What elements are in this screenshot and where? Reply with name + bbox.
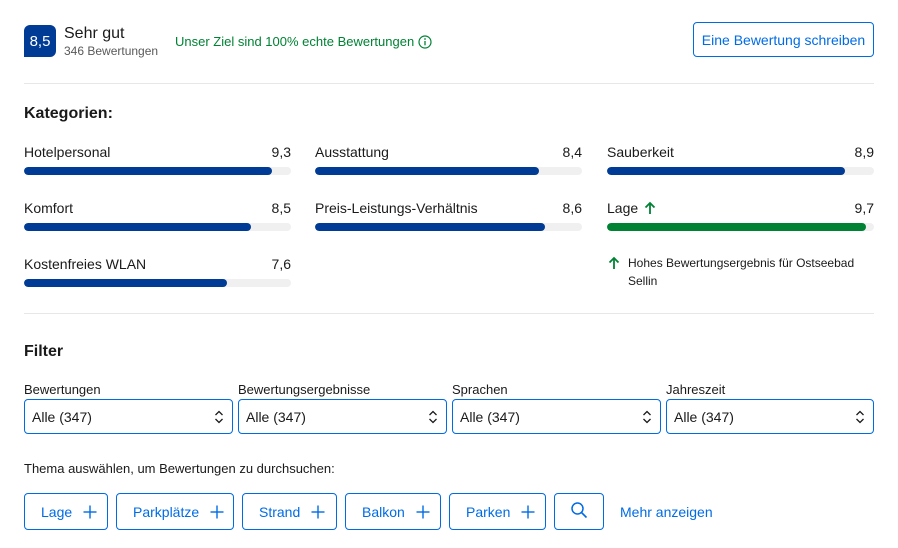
category-hotelpersonal: Hotelpersonal 9,3 — [24, 143, 291, 175]
category-score: 7,6 — [271, 256, 291, 272]
topic-label: Lage — [41, 503, 73, 520]
write-review-button[interactable]: Eine Bewertung schreiben — [693, 22, 874, 57]
plus-icon — [521, 505, 535, 519]
category-label: Sauberkeit — [607, 144, 674, 160]
category-bar — [315, 223, 582, 231]
category-label-wrap: Lage — [607, 200, 657, 216]
chevron-up-down-icon — [855, 410, 865, 424]
filter-label: Bewertungen — [24, 382, 101, 397]
topic-label: Strand — [259, 503, 301, 520]
category-bar-fill — [607, 223, 866, 231]
filter-review-scores: Bewertungsergebnisse Alle (347) — [238, 382, 447, 434]
category-bar-fill — [607, 167, 845, 175]
languages-select[interactable]: Alle (347) — [452, 399, 661, 434]
topic-chip-lage[interactable]: Lage — [24, 493, 108, 530]
review-scores-select[interactable]: Alle (347) — [238, 399, 447, 434]
topic-search-button[interactable] — [554, 493, 604, 530]
filter-label: Sprachen — [452, 382, 508, 397]
category-score: 8,5 — [271, 200, 291, 216]
filter-reviewers: Bewertungen Alle (347) — [24, 382, 233, 434]
category-label: Hotelpersonal — [24, 144, 111, 160]
topic-chip-balkon[interactable]: Balkon — [345, 493, 441, 530]
category-bar — [24, 223, 291, 231]
category-score: 8,9 — [854, 144, 874, 160]
topic-chip-parkplaetze[interactable]: Parkplätze — [116, 493, 234, 530]
category-bar-fill — [315, 223, 545, 231]
review-score-badge: 8,5 — [24, 25, 56, 57]
info-icon[interactable] — [418, 34, 432, 49]
select-value: Alle (347) — [674, 408, 734, 425]
score-word: Sehr gut — [64, 25, 125, 42]
category-label: Lage — [607, 200, 639, 216]
topic-chip-parken[interactable]: Parken — [449, 493, 546, 530]
filter-languages: Sprachen Alle (347) — [452, 382, 661, 434]
search-icon — [570, 501, 588, 522]
category-ausstattung: Ausstattung 8,4 — [315, 143, 582, 175]
review-score: 8,5 — [29, 32, 51, 50]
divider — [24, 83, 874, 84]
high-score-note: Hohes Bewertungsergebnis für Ostseebad S… — [607, 254, 867, 290]
category-bar — [607, 167, 874, 175]
category-bar-fill — [24, 167, 273, 175]
arrow-up-icon — [607, 256, 621, 270]
chevron-up-down-icon — [428, 410, 438, 424]
category-bar — [24, 167, 291, 175]
category-bar-fill — [24, 223, 251, 231]
category-bar — [24, 279, 291, 287]
category-sauberkeit: Sauberkeit 8,9 — [607, 143, 874, 175]
filter-title: Filter — [24, 343, 64, 360]
select-value: Alle (347) — [460, 408, 520, 425]
category-label: Preis-Leistungs-Verhältnis — [315, 200, 478, 216]
category-bar-fill — [315, 167, 540, 175]
plus-icon — [311, 505, 325, 519]
divider — [24, 313, 874, 314]
categories-title: Kategorien: — [24, 105, 113, 122]
category-score: 9,3 — [271, 144, 291, 160]
arrow-up-icon — [643, 201, 657, 215]
select-value: Alle (347) — [32, 408, 92, 425]
topic-chips: Lage Parkplätze Strand Balkon Parken Meh… — [24, 493, 713, 530]
topic-label: Parken — [466, 503, 511, 520]
select-value: Alle (347) — [246, 408, 306, 425]
category-bar — [607, 223, 874, 231]
chevron-up-down-icon — [642, 410, 652, 424]
category-score: 8,6 — [562, 200, 582, 216]
category-bar — [315, 167, 582, 175]
category-score: 8,4 — [562, 144, 582, 160]
plus-icon — [83, 505, 97, 519]
plus-icon — [416, 505, 430, 519]
category-label: Kostenfreies WLAN — [24, 256, 147, 272]
high-score-text: Hohes Bewertungsergebnis für Ostseebad S… — [628, 256, 855, 288]
category-label: Komfort — [24, 200, 74, 216]
plus-icon — [210, 505, 224, 519]
filter-label: Bewertungsergebnisse — [238, 382, 371, 397]
category-lage: Lage 9,7 — [607, 199, 874, 231]
review-count: 346 Bewertungen — [64, 44, 159, 58]
authentic-reviews-goal[interactable]: Unser Ziel sind 100% echte Bewertungen — [175, 34, 432, 49]
category-preis-leistung: Preis-Leistungs-Verhältnis 8,6 — [315, 199, 582, 231]
category-bar-fill — [24, 279, 227, 287]
category-score: 9,7 — [854, 200, 874, 216]
category-kostenfreies-wlan: Kostenfreies WLAN 7,6 — [24, 255, 291, 287]
topic-label: Balkon — [362, 503, 405, 520]
filter-label: Jahreszeit — [666, 382, 726, 397]
topic-hint: Thema auswählen, um Bewertungen zu durch… — [24, 461, 335, 476]
show-more-link[interactable]: Mehr anzeigen — [620, 503, 713, 520]
category-label: Ausstattung — [315, 144, 389, 160]
reviewers-select[interactable]: Alle (347) — [24, 399, 233, 434]
goal-text: Unser Ziel sind 100% echte Bewertungen — [175, 34, 415, 49]
topic-label: Parkplätze — [133, 503, 200, 520]
filter-season: Jahreszeit Alle (347) — [666, 382, 874, 434]
season-select[interactable]: Alle (347) — [666, 399, 874, 434]
category-komfort: Komfort 8,5 — [24, 199, 291, 231]
topic-chip-strand[interactable]: Strand — [242, 493, 337, 530]
chevron-up-down-icon — [214, 410, 224, 424]
